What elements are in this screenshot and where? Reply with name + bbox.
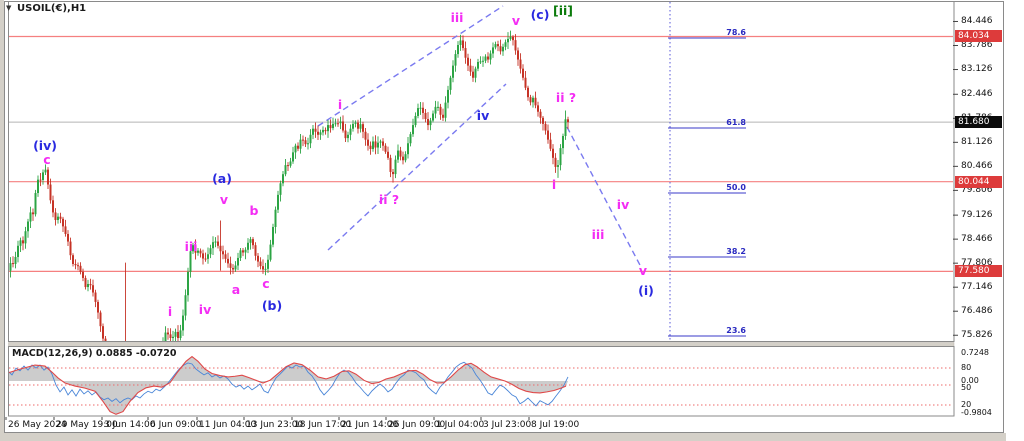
window-left-edge [0,0,4,441]
main-chart-area[interactable] [9,2,953,341]
window-bottom-edge [0,433,1006,441]
candlesticks [9,30,569,341]
time-axis[interactable] [9,417,953,432]
symbol-dropdown-icon[interactable]: ▼ [6,4,12,12]
price-axis[interactable] [954,2,1004,416]
macd-panel-area[interactable] [9,347,953,416]
